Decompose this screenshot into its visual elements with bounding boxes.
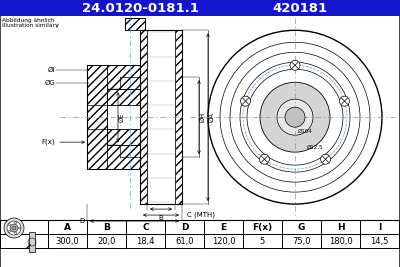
Text: E: E [220, 223, 226, 231]
Bar [147, 30, 175, 204]
Circle shape [4, 218, 24, 238]
Text: 180,0: 180,0 [329, 237, 352, 246]
Text: ØE: ØE [119, 112, 125, 122]
Text: 18,4: 18,4 [136, 237, 155, 246]
Circle shape [240, 96, 250, 106]
Bar [87, 145, 140, 169]
Bar [29, 232, 35, 252]
Circle shape [7, 221, 21, 235]
Bar [0, 0, 400, 16]
Bar [175, 30, 182, 204]
Text: F(x): F(x) [41, 139, 55, 146]
Bar [0, 220, 400, 248]
Text: B: B [103, 223, 110, 231]
Text: 300,0: 300,0 [56, 237, 79, 246]
Text: 14,5: 14,5 [370, 237, 389, 246]
Text: A: A [64, 223, 71, 231]
Circle shape [8, 224, 10, 226]
Text: ØA: ØA [209, 112, 215, 122]
Bar [107, 129, 140, 145]
Circle shape [320, 154, 330, 164]
Bar [87, 65, 140, 89]
Text: Ø104: Ø104 [298, 129, 313, 134]
Circle shape [208, 30, 382, 204]
Bar [107, 89, 140, 105]
Circle shape [290, 60, 300, 70]
Circle shape [260, 82, 330, 152]
Circle shape [260, 154, 270, 164]
Text: 24.0120-0181.1: 24.0120-0181.1 [82, 2, 198, 15]
Circle shape [8, 230, 10, 232]
Text: 420181: 420181 [272, 2, 328, 15]
Bar [0, 220, 48, 248]
Text: Abbildung ähnlich: Abbildung ähnlich [2, 18, 54, 23]
Text: C (MTH): C (MTH) [187, 212, 215, 218]
Circle shape [340, 96, 350, 106]
Bar [87, 65, 107, 169]
Text: G: G [298, 223, 305, 231]
Text: ØG: ØG [44, 80, 55, 86]
Text: B: B [159, 215, 163, 221]
Circle shape [15, 232, 17, 234]
Text: 20,0: 20,0 [97, 237, 116, 246]
Circle shape [285, 107, 305, 127]
Bar [125, 18, 145, 30]
Text: Illustration similar: Illustration similar [2, 23, 55, 28]
Text: F(x): F(x) [252, 223, 272, 231]
Circle shape [15, 222, 17, 224]
Text: ATE: ATE [249, 151, 311, 180]
Text: I: I [378, 223, 381, 231]
Circle shape [277, 99, 313, 135]
Text: 75,0: 75,0 [292, 237, 311, 246]
Circle shape [18, 227, 20, 229]
Circle shape [10, 224, 18, 232]
Text: 120,0: 120,0 [212, 237, 235, 246]
Circle shape [12, 226, 16, 230]
Bar [140, 30, 147, 204]
Text: C: C [142, 223, 149, 231]
Text: Ø12,5: Ø12,5 [307, 145, 324, 150]
Text: D: D [80, 218, 85, 224]
Text: D: D [181, 223, 188, 231]
Text: ØH: ØH [200, 112, 206, 122]
Text: 61,0: 61,0 [175, 237, 194, 246]
Text: H: H [337, 223, 344, 231]
Text: ØI: ØI [48, 67, 55, 73]
Text: 5: 5 [260, 237, 265, 246]
